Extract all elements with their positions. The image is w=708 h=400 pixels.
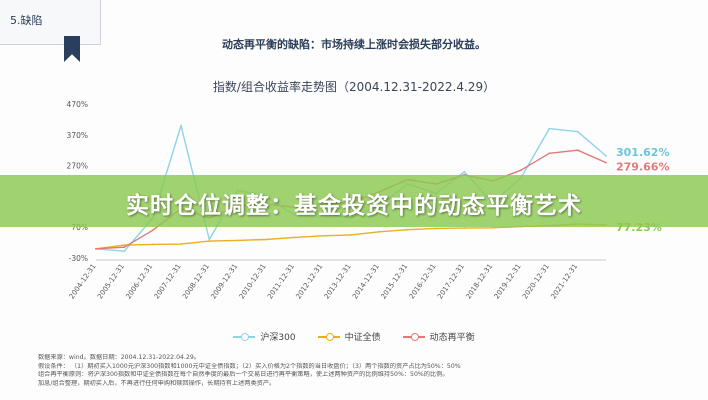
end-label-hs300: 301.62% [616,146,669,159]
legend-label-hs300: 沪深300 [260,333,296,343]
data-point [576,130,579,133]
footnote-line: 数据来源：wind。数据日期：2004.12.31-2022.04.29。 [38,354,200,361]
data-point [435,227,437,230]
data-point [180,124,182,127]
data-point [208,238,211,241]
legend-item-bond: 中证全债 [317,330,381,343]
data-point [123,250,126,253]
section-tag-label: 5.缺陷 [10,14,43,27]
title-banner [0,175,708,227]
legend-swatch-hs300 [233,332,256,341]
data-point [208,240,211,243]
banner-title: 实时仓位调整：基金投资中的动态平衡艺术 [126,193,582,219]
data-point [123,244,126,247]
data-point [151,243,154,246]
data-point [605,161,607,164]
x-tick-label: 2004-12-31 [68,263,98,301]
x-tick-label: 2016-12-31 [408,263,438,301]
x-tick-label: 2010-12-31 [238,263,268,301]
legend-label-rebalance: 动态再平衡 [429,333,475,343]
x-tick-label: 2019-12-31 [493,263,523,301]
y-tick-label: 470% [67,100,88,109]
y-tick-label: 270% [67,162,88,171]
legend-swatch-bond [317,332,340,341]
data-point [491,226,494,229]
footnote-line: 组合再平衡原则：将沪深300指数和中证全债指数在每个自然季度的最后一个交易日进行… [38,371,449,379]
x-tick-label: 2020-12-31 [521,263,551,301]
x-tick-label: 2014-12-31 [351,263,381,301]
x-tick-label: 2009-12-31 [209,263,239,301]
x-tick-label: 2013-12-31 [323,263,353,301]
x-tick-label: 2012-12-31 [294,263,324,301]
end-label-rebalance: 279.66% [616,161,669,174]
data-point [236,239,239,242]
data-point [350,234,352,236]
legend-swatch-rebalance [402,332,425,341]
x-tick-label: 2017-12-31 [436,263,466,301]
chart-end-labels: 301.62%77.23%279.66% [616,146,669,234]
data-point [151,229,154,232]
data-point [548,127,551,130]
data-point [463,227,466,230]
legend-item-hs300: 沪深300 [233,330,296,343]
footnote-line: 假设条件： （1）期初买入1000元沪深300指数和1000元中证全债指数；（2… [38,362,461,370]
data-point [123,246,126,249]
x-tick-label: 2011-12-31 [266,263,296,301]
x-tick-label: 2006-12-31 [124,263,154,301]
section-tag: 5.缺陷 [0,0,101,45]
slide-headline: 动态再平衡的缺陷：市场持续上涨时会损失部分收益。 [222,38,486,51]
data-point [265,238,267,241]
x-tick-label: 2007-12-31 [153,263,183,301]
data-point [463,170,466,173]
footnotes: 数据来源：wind。数据日期：2004.12.31-2022.04.29。 假设… [38,354,678,388]
data-point [406,228,409,231]
y-tick-label: -30% [69,254,88,263]
data-point [548,152,551,155]
bond-line-path [95,223,607,250]
y-tick-label: 370% [67,131,88,140]
data-point [605,155,607,157]
x-tick-label: 2015-12-31 [379,263,409,301]
bookmark-icon [64,36,80,62]
y-tick-label: 70% [71,223,88,232]
data-point [576,149,579,152]
data-point [321,234,324,237]
data-point [180,243,182,246]
footnote-line: 加息/组合整理，期初买入后，不再进行任何申购和赎回操作，长期持有上述两类资产。 [38,379,276,387]
chart-title: 指数/组合收益率走势图（2004.12.31-2022.4.29） [212,80,496,94]
data-point [520,169,522,172]
data-point [293,236,296,239]
x-tick-label: 2018-12-31 [464,263,494,301]
x-tick-label: 2021-12-31 [549,263,579,301]
legend-item-rebalance: 动态再平衡 [402,330,475,343]
x-tick-label: 2005-12-31 [96,263,126,301]
data-point [95,247,97,250]
legend-label-bond: 中证全债 [344,333,381,343]
data-point [378,230,381,233]
chart-legend: 沪深300 中证全债 动态再平衡 [0,330,708,343]
bond-line [95,223,607,250]
x-tick-label: 2008-12-31 [181,263,211,301]
